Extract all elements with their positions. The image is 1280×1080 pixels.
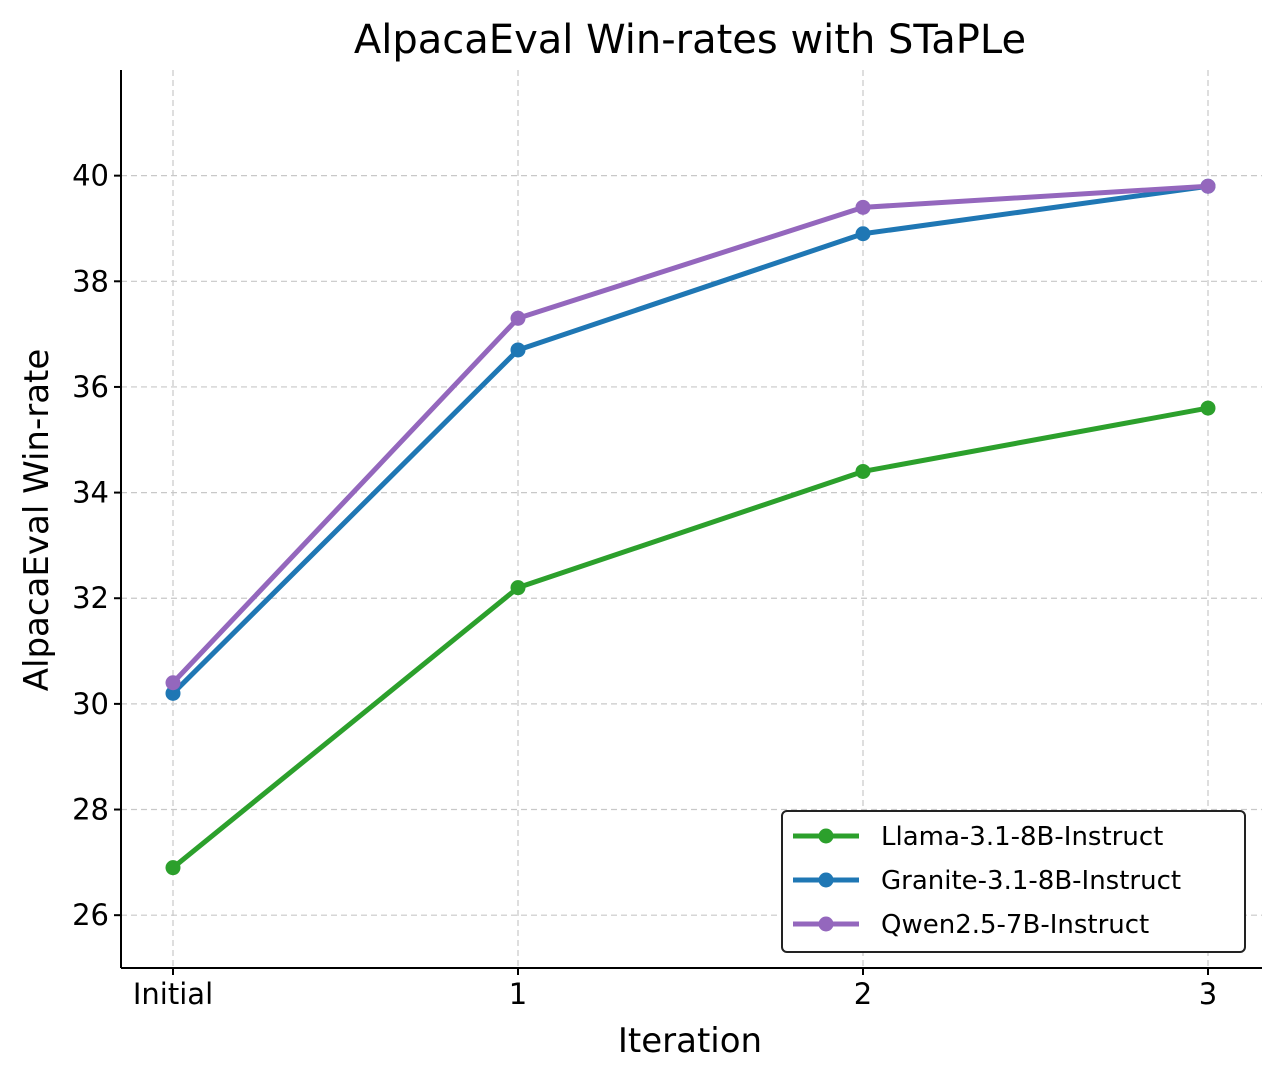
data-point	[855, 463, 871, 479]
grid-lines	[121, 70, 1262, 968]
data-point	[165, 860, 181, 876]
data-point	[855, 226, 871, 242]
series-line	[170, 183, 1211, 696]
x-tick-label: 2	[854, 977, 872, 1011]
y-tick-label: 30	[72, 687, 109, 721]
legend-item: Qwen2.5-7B-Instruct	[793, 910, 1149, 940]
legend-label: Qwen2.5-7B-Instruct	[881, 910, 1149, 940]
series-layer	[165, 178, 1216, 876]
y-axis-label: AlpacaEval Win-rate	[17, 349, 57, 692]
y-tick-label: 40	[72, 159, 109, 193]
x-tick-label: 3	[1199, 977, 1217, 1011]
legend-label: Llama-3.1-8B-Instruct	[881, 822, 1163, 852]
y-tick-label: 28	[72, 793, 109, 827]
data-point	[510, 342, 526, 358]
data-point	[1200, 400, 1216, 416]
data-point	[855, 199, 871, 215]
x-tick-label: 1	[509, 977, 527, 1011]
series-1	[165, 400, 1216, 876]
legend: Llama-3.1-8B-Instruct Granite-3.1-8B-Inst…	[781, 810, 1246, 953]
axes	[120, 70, 1262, 969]
y-tick-label: 26	[72, 898, 109, 932]
data-point	[510, 580, 526, 596]
y-tick-label: 38	[72, 264, 109, 298]
series-2	[165, 178, 1216, 701]
ticks: Initial 1 2 3 26 28 30 32 34 36 38 40	[72, 159, 1217, 1011]
chart-title: AlpacaEval Win-rates with STaPLe	[354, 17, 1026, 63]
x-tick-label: Initial	[133, 977, 213, 1011]
series-line	[170, 405, 1211, 871]
legend-marker	[818, 872, 834, 888]
legend-box	[781, 810, 1246, 953]
legend-item: Llama-3.1-8B-Instruct	[793, 822, 1163, 852]
legend-marker	[818, 916, 834, 932]
legend-label: Granite-3.1-8B-Instruct	[881, 866, 1181, 896]
data-point	[165, 675, 181, 691]
x-axis-label: Iteration	[618, 1021, 762, 1061]
y-tick-label: 36	[72, 370, 109, 404]
series-3	[165, 178, 1216, 691]
y-tick-label: 32	[72, 581, 109, 615]
series-line	[170, 183, 1211, 686]
legend-item: Granite-3.1-8B-Instruct	[793, 866, 1181, 896]
y-tick-label: 34	[72, 476, 109, 510]
data-point	[165, 685, 181, 701]
data-point	[1200, 178, 1216, 194]
legend-marker	[818, 828, 834, 844]
data-point	[510, 310, 526, 326]
